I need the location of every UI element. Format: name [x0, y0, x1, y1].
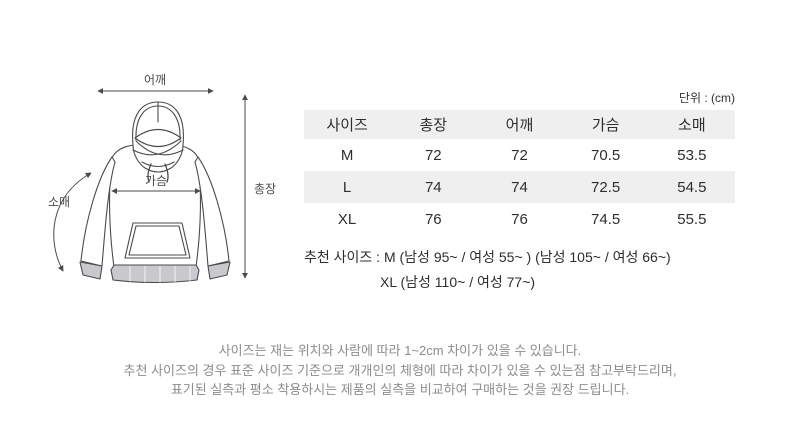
note-line-1: 사이즈는 재는 위치와 사람에 따라 1~2cm 차이가 있을 수 있습니다. [218, 343, 582, 358]
cell-length: 76 [424, 210, 442, 228]
recommended-size-line1: 추천 사이즈 : M (남성 95~ / 여성 55~ ) (남성 105~ /… [304, 249, 671, 265]
table-header-row: 사이즈 총장 어깨 가슴 소매 [304, 110, 735, 139]
note-line-2: 추천 사이즈의 경우 표준 사이즈 기준으로 개개인의 체형에 따라 차이가 있… [123, 362, 677, 378]
cell-chest: 70.5 [591, 146, 621, 164]
hood-drape-right [132, 140, 182, 156]
cell-shoulder: 74 [511, 178, 528, 196]
hoodie-measurement-diagram: 어깨 총장 소매 가슴 [48, 73, 276, 284]
recommended-size-line2: XL (남성 110~ / 여성 77~) [380, 274, 536, 290]
cell-sleeve: 55.5 [677, 210, 707, 228]
measurement-arrows [53, 88, 248, 279]
hoodie-hem-rib [110, 264, 200, 284]
size-table: 사이즈 총장 어깨 가슴 소매 M 72 72 70.5 53.5 L 74 7… [304, 110, 735, 235]
cell-size: L [342, 178, 352, 196]
cell-sleeve: 53.5 [677, 146, 707, 164]
cell-chest: 72.5 [591, 178, 621, 196]
header-length: 총장 [419, 117, 448, 134]
cell-shoulder: 76 [511, 210, 528, 228]
hood-brim [134, 128, 182, 148]
cell-chest: 74.5 [591, 210, 621, 228]
hoodie-right-cuff [207, 261, 231, 280]
drawstring-right [164, 163, 169, 183]
note-line-3: 표기된 실측과 평소 착용하시는 제품의 실측을 비교하여 구매하는 것을 권장… [170, 382, 630, 397]
cell-sleeve: 54.5 [677, 178, 707, 196]
cell-size: M [340, 146, 354, 164]
cell-size: XL [337, 210, 357, 228]
table-row-xl: XL 76 76 74.5 55.5 [304, 203, 735, 235]
hoodie-pocket-inner-seam [128, 225, 187, 256]
sleeve-label: 소매 [48, 195, 70, 209]
header-size: 사이즈 [326, 117, 368, 134]
drawstring-left [147, 163, 152, 183]
unit-label: 단위 : (cm) [678, 91, 735, 105]
size-notes: 사이즈는 재는 위치와 사람에 따라 1~2cm 차이가 있을 수 있습니다. … [0, 341, 800, 400]
shoulder-label: 어깨 [144, 73, 166, 87]
hood-collar [141, 161, 175, 168]
chest-label: 가슴 [145, 174, 167, 188]
cell-length: 74 [424, 178, 442, 196]
hoodie-pocket [124, 222, 191, 259]
table-row-l: L 74 74 72.5 54.5 [304, 171, 735, 203]
length-label: 총장 [254, 182, 276, 196]
table-row-m: M 72 72 70.5 53.5 [304, 139, 735, 171]
hem-rib-stitches [129, 265, 191, 283]
hoodie-line-art [79, 101, 231, 284]
header-shoulder: 어깨 [505, 117, 534, 134]
cell-length: 72 [424, 146, 442, 164]
header-sleeve: 소매 [678, 117, 706, 134]
header-chest: 가슴 [591, 117, 620, 134]
sleeve-arrow [53, 172, 92, 272]
cell-shoulder: 72 [511, 146, 528, 164]
